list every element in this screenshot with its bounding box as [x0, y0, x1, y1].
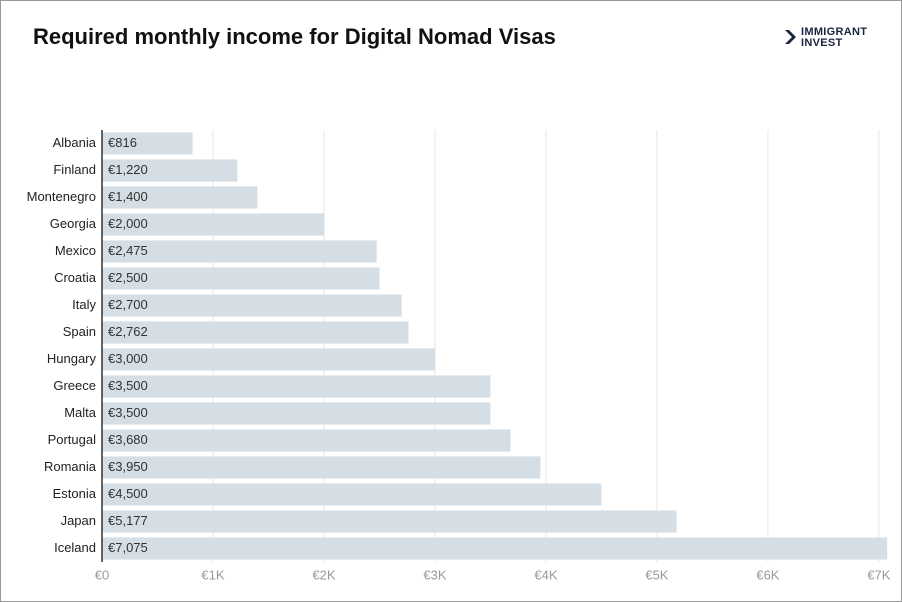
y-tick-label: Hungary: [47, 351, 97, 366]
data-label: €2,700: [108, 297, 148, 312]
bar: [102, 483, 602, 506]
x-tick-label: €1K: [201, 567, 224, 582]
x-tick-label: €6K: [756, 567, 779, 582]
logo-icon: [785, 30, 796, 44]
y-tick-label: Spain: [63, 324, 96, 339]
data-label: €1,220: [108, 162, 148, 177]
data-label: €2,762: [108, 324, 148, 339]
data-label: €2,475: [108, 243, 148, 258]
bar: [102, 510, 677, 533]
bar: [102, 294, 402, 317]
y-tick-label: Italy: [72, 297, 96, 312]
y-tick-label: Greece: [53, 378, 96, 393]
x-tick-label: €7K: [867, 567, 890, 582]
chart-title: Required monthly income for Digital Noma…: [33, 24, 556, 49]
bar: [102, 456, 541, 479]
bar: [102, 537, 888, 560]
y-tick-label: Albania: [53, 135, 97, 150]
x-tick-label: €0: [95, 567, 109, 582]
bar: [102, 186, 258, 209]
y-tick-label: Estonia: [53, 486, 97, 501]
logo-text: INVEST: [801, 37, 843, 49]
data-label: €2,500: [108, 270, 148, 285]
bar: [102, 402, 491, 425]
bar: [102, 240, 377, 263]
x-tick-label: €3K: [423, 567, 446, 582]
bar: [102, 348, 435, 371]
bar: [102, 321, 409, 344]
y-tick-label: Georgia: [50, 216, 97, 231]
bar: [102, 429, 511, 452]
bar: [102, 375, 491, 398]
y-tick-label: Finland: [53, 162, 96, 177]
bar: [102, 213, 324, 236]
y-tick-label: Portugal: [48, 432, 97, 447]
bar: [102, 132, 193, 155]
data-label: €3,500: [108, 405, 148, 420]
y-tick-label: Japan: [61, 513, 96, 528]
y-tick-label: Malta: [64, 405, 97, 420]
y-tick-label: Romania: [44, 459, 97, 474]
bar: [102, 267, 380, 290]
y-tick-label: Iceland: [54, 540, 96, 555]
data-label: €3,500: [108, 378, 148, 393]
data-label: €4,500: [108, 486, 148, 501]
x-tick-label: €5K: [645, 567, 668, 582]
data-label: €3,000: [108, 351, 148, 366]
y-tick-label: Croatia: [54, 270, 97, 285]
x-tick-label: €4K: [534, 567, 557, 582]
data-label: €2,000: [108, 216, 148, 231]
data-label: €816: [108, 135, 137, 150]
data-label: €3,680: [108, 432, 148, 447]
logo: IMMIGRANT INVEST: [785, 26, 867, 49]
data-label: €1,400: [108, 189, 148, 204]
bar: [102, 159, 238, 182]
x-tick-label: €2K: [312, 567, 335, 582]
logo-text: IMMIGRANT: [801, 26, 867, 38]
data-label: €5,177: [108, 513, 148, 528]
y-tick-label: Montenegro: [27, 189, 96, 204]
y-tick-label: Mexico: [55, 243, 96, 258]
data-label: €3,950: [108, 459, 148, 474]
data-label: €7,075: [108, 540, 148, 555]
